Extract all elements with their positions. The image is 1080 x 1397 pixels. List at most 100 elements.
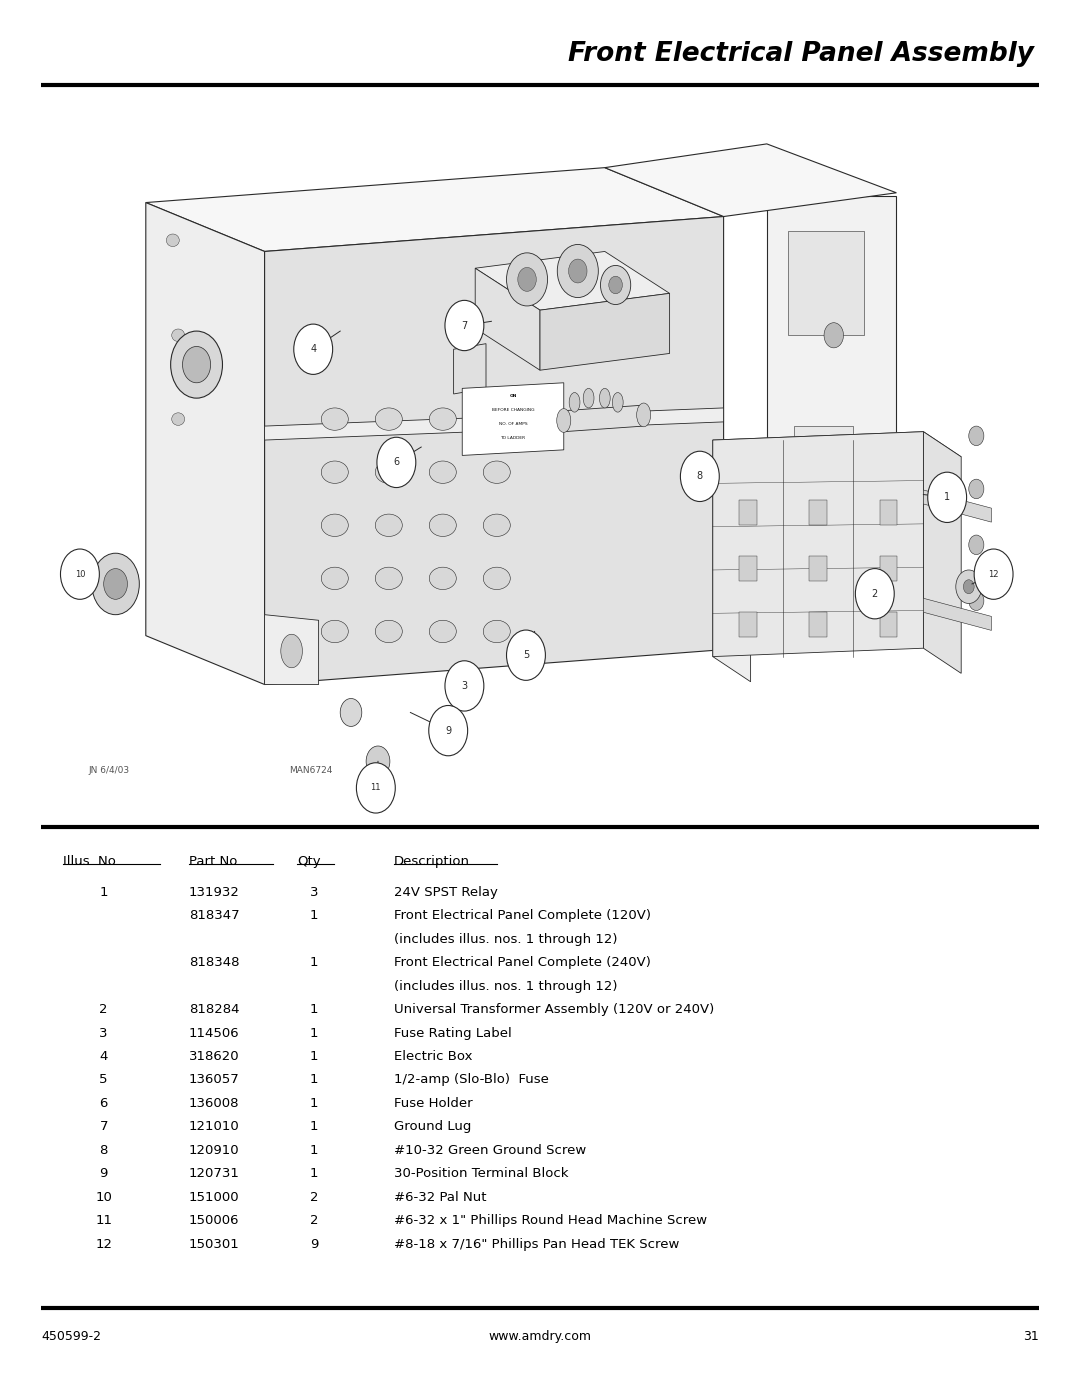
Circle shape xyxy=(507,630,545,680)
Ellipse shape xyxy=(484,620,511,643)
Polygon shape xyxy=(923,598,991,630)
Text: 6: 6 xyxy=(393,457,400,468)
Text: 9: 9 xyxy=(310,1238,319,1250)
Ellipse shape xyxy=(612,393,623,412)
Ellipse shape xyxy=(636,404,650,427)
Ellipse shape xyxy=(281,634,302,668)
Circle shape xyxy=(356,763,395,813)
Ellipse shape xyxy=(484,461,511,483)
Bar xyxy=(810,500,827,525)
Text: 4: 4 xyxy=(99,1051,108,1063)
Text: 1: 1 xyxy=(310,1003,319,1016)
Text: ON: ON xyxy=(510,394,516,398)
Circle shape xyxy=(969,479,984,499)
Text: 1: 1 xyxy=(310,1120,319,1133)
Text: 2: 2 xyxy=(310,1214,319,1228)
Text: 1: 1 xyxy=(310,1144,319,1157)
Polygon shape xyxy=(146,203,265,685)
Text: #6-32 x 1" Phillips Round Head Machine Screw: #6-32 x 1" Phillips Round Head Machine S… xyxy=(394,1214,707,1228)
Circle shape xyxy=(445,661,484,711)
Ellipse shape xyxy=(583,388,594,408)
Circle shape xyxy=(928,472,967,522)
Circle shape xyxy=(956,570,982,604)
Circle shape xyxy=(974,549,1013,599)
Text: 2: 2 xyxy=(872,588,878,599)
Text: 10: 10 xyxy=(75,570,85,578)
Text: 30-Position Terminal Block: 30-Position Terminal Block xyxy=(394,1168,569,1180)
Text: 12: 12 xyxy=(988,570,999,578)
Text: (includes illus. nos. 1 through 12): (includes illus. nos. 1 through 12) xyxy=(394,979,618,993)
Polygon shape xyxy=(475,251,670,310)
Text: 121010: 121010 xyxy=(189,1120,240,1133)
Ellipse shape xyxy=(376,620,402,643)
Text: 151000: 151000 xyxy=(189,1190,240,1204)
Circle shape xyxy=(340,698,362,726)
Text: 5: 5 xyxy=(99,1073,108,1087)
Ellipse shape xyxy=(166,235,179,247)
Text: JN 6/4/03: JN 6/4/03 xyxy=(89,766,130,774)
Circle shape xyxy=(969,591,984,610)
Bar xyxy=(879,612,896,637)
Circle shape xyxy=(429,705,468,756)
Circle shape xyxy=(969,426,984,446)
Polygon shape xyxy=(923,432,961,673)
Polygon shape xyxy=(475,268,540,370)
Text: 131932: 131932 xyxy=(189,886,240,898)
Ellipse shape xyxy=(172,414,185,426)
Text: Part No.: Part No. xyxy=(189,855,241,868)
Circle shape xyxy=(183,346,211,383)
Circle shape xyxy=(92,553,139,615)
Text: 818284: 818284 xyxy=(189,1003,240,1016)
Polygon shape xyxy=(713,440,751,682)
Ellipse shape xyxy=(569,393,580,412)
Ellipse shape xyxy=(430,514,457,536)
Circle shape xyxy=(568,258,588,284)
Ellipse shape xyxy=(484,514,511,536)
Text: 24V SPST Relay: 24V SPST Relay xyxy=(394,886,498,898)
Ellipse shape xyxy=(430,567,457,590)
Text: 318620: 318620 xyxy=(189,1051,240,1063)
Circle shape xyxy=(824,323,843,348)
Text: Electric Box: Electric Box xyxy=(394,1051,473,1063)
Circle shape xyxy=(294,324,333,374)
Text: Ground Lug: Ground Lug xyxy=(394,1120,472,1133)
Text: (includes illus. nos. 1 through 12): (includes illus. nos. 1 through 12) xyxy=(394,933,618,946)
Text: 1: 1 xyxy=(310,1027,319,1039)
Text: 3: 3 xyxy=(99,1027,108,1039)
Text: Front Electrical Panel Complete (120V): Front Electrical Panel Complete (120V) xyxy=(394,909,651,922)
Text: 1: 1 xyxy=(310,1051,319,1063)
Text: 150301: 150301 xyxy=(189,1238,240,1250)
Text: 8: 8 xyxy=(99,1144,108,1157)
Ellipse shape xyxy=(557,408,570,433)
Ellipse shape xyxy=(322,408,348,430)
Bar xyxy=(810,556,827,581)
Polygon shape xyxy=(713,432,923,657)
Polygon shape xyxy=(605,144,896,217)
Text: 1: 1 xyxy=(310,1073,319,1087)
Text: 1: 1 xyxy=(310,956,319,970)
Text: 136057: 136057 xyxy=(189,1073,240,1087)
Text: BEFORE CHANGING: BEFORE CHANGING xyxy=(491,408,535,412)
Text: Qty.: Qty. xyxy=(297,855,323,868)
Text: Fuse Holder: Fuse Holder xyxy=(394,1097,473,1111)
Polygon shape xyxy=(146,168,724,251)
Circle shape xyxy=(445,300,484,351)
Text: 8: 8 xyxy=(697,471,703,482)
Circle shape xyxy=(969,535,984,555)
Text: 7: 7 xyxy=(99,1120,108,1133)
Circle shape xyxy=(517,267,537,292)
Text: 150006: 150006 xyxy=(189,1214,240,1228)
Text: 7: 7 xyxy=(461,320,468,331)
Circle shape xyxy=(104,569,127,599)
Text: 12: 12 xyxy=(95,1238,112,1250)
Circle shape xyxy=(366,746,390,777)
Text: Illus. No.: Illus. No. xyxy=(63,855,120,868)
Bar xyxy=(879,500,896,525)
Text: #10-32 Green Ground Screw: #10-32 Green Ground Screw xyxy=(394,1144,586,1157)
Text: #8-18 x 7/16" Phillips Pan Head TEK Screw: #8-18 x 7/16" Phillips Pan Head TEK Scre… xyxy=(394,1238,679,1250)
Ellipse shape xyxy=(484,408,511,430)
Polygon shape xyxy=(454,344,486,394)
Text: 10: 10 xyxy=(95,1190,112,1204)
Text: 1: 1 xyxy=(944,492,950,503)
Text: TO LADDER: TO LADDER xyxy=(500,436,526,440)
